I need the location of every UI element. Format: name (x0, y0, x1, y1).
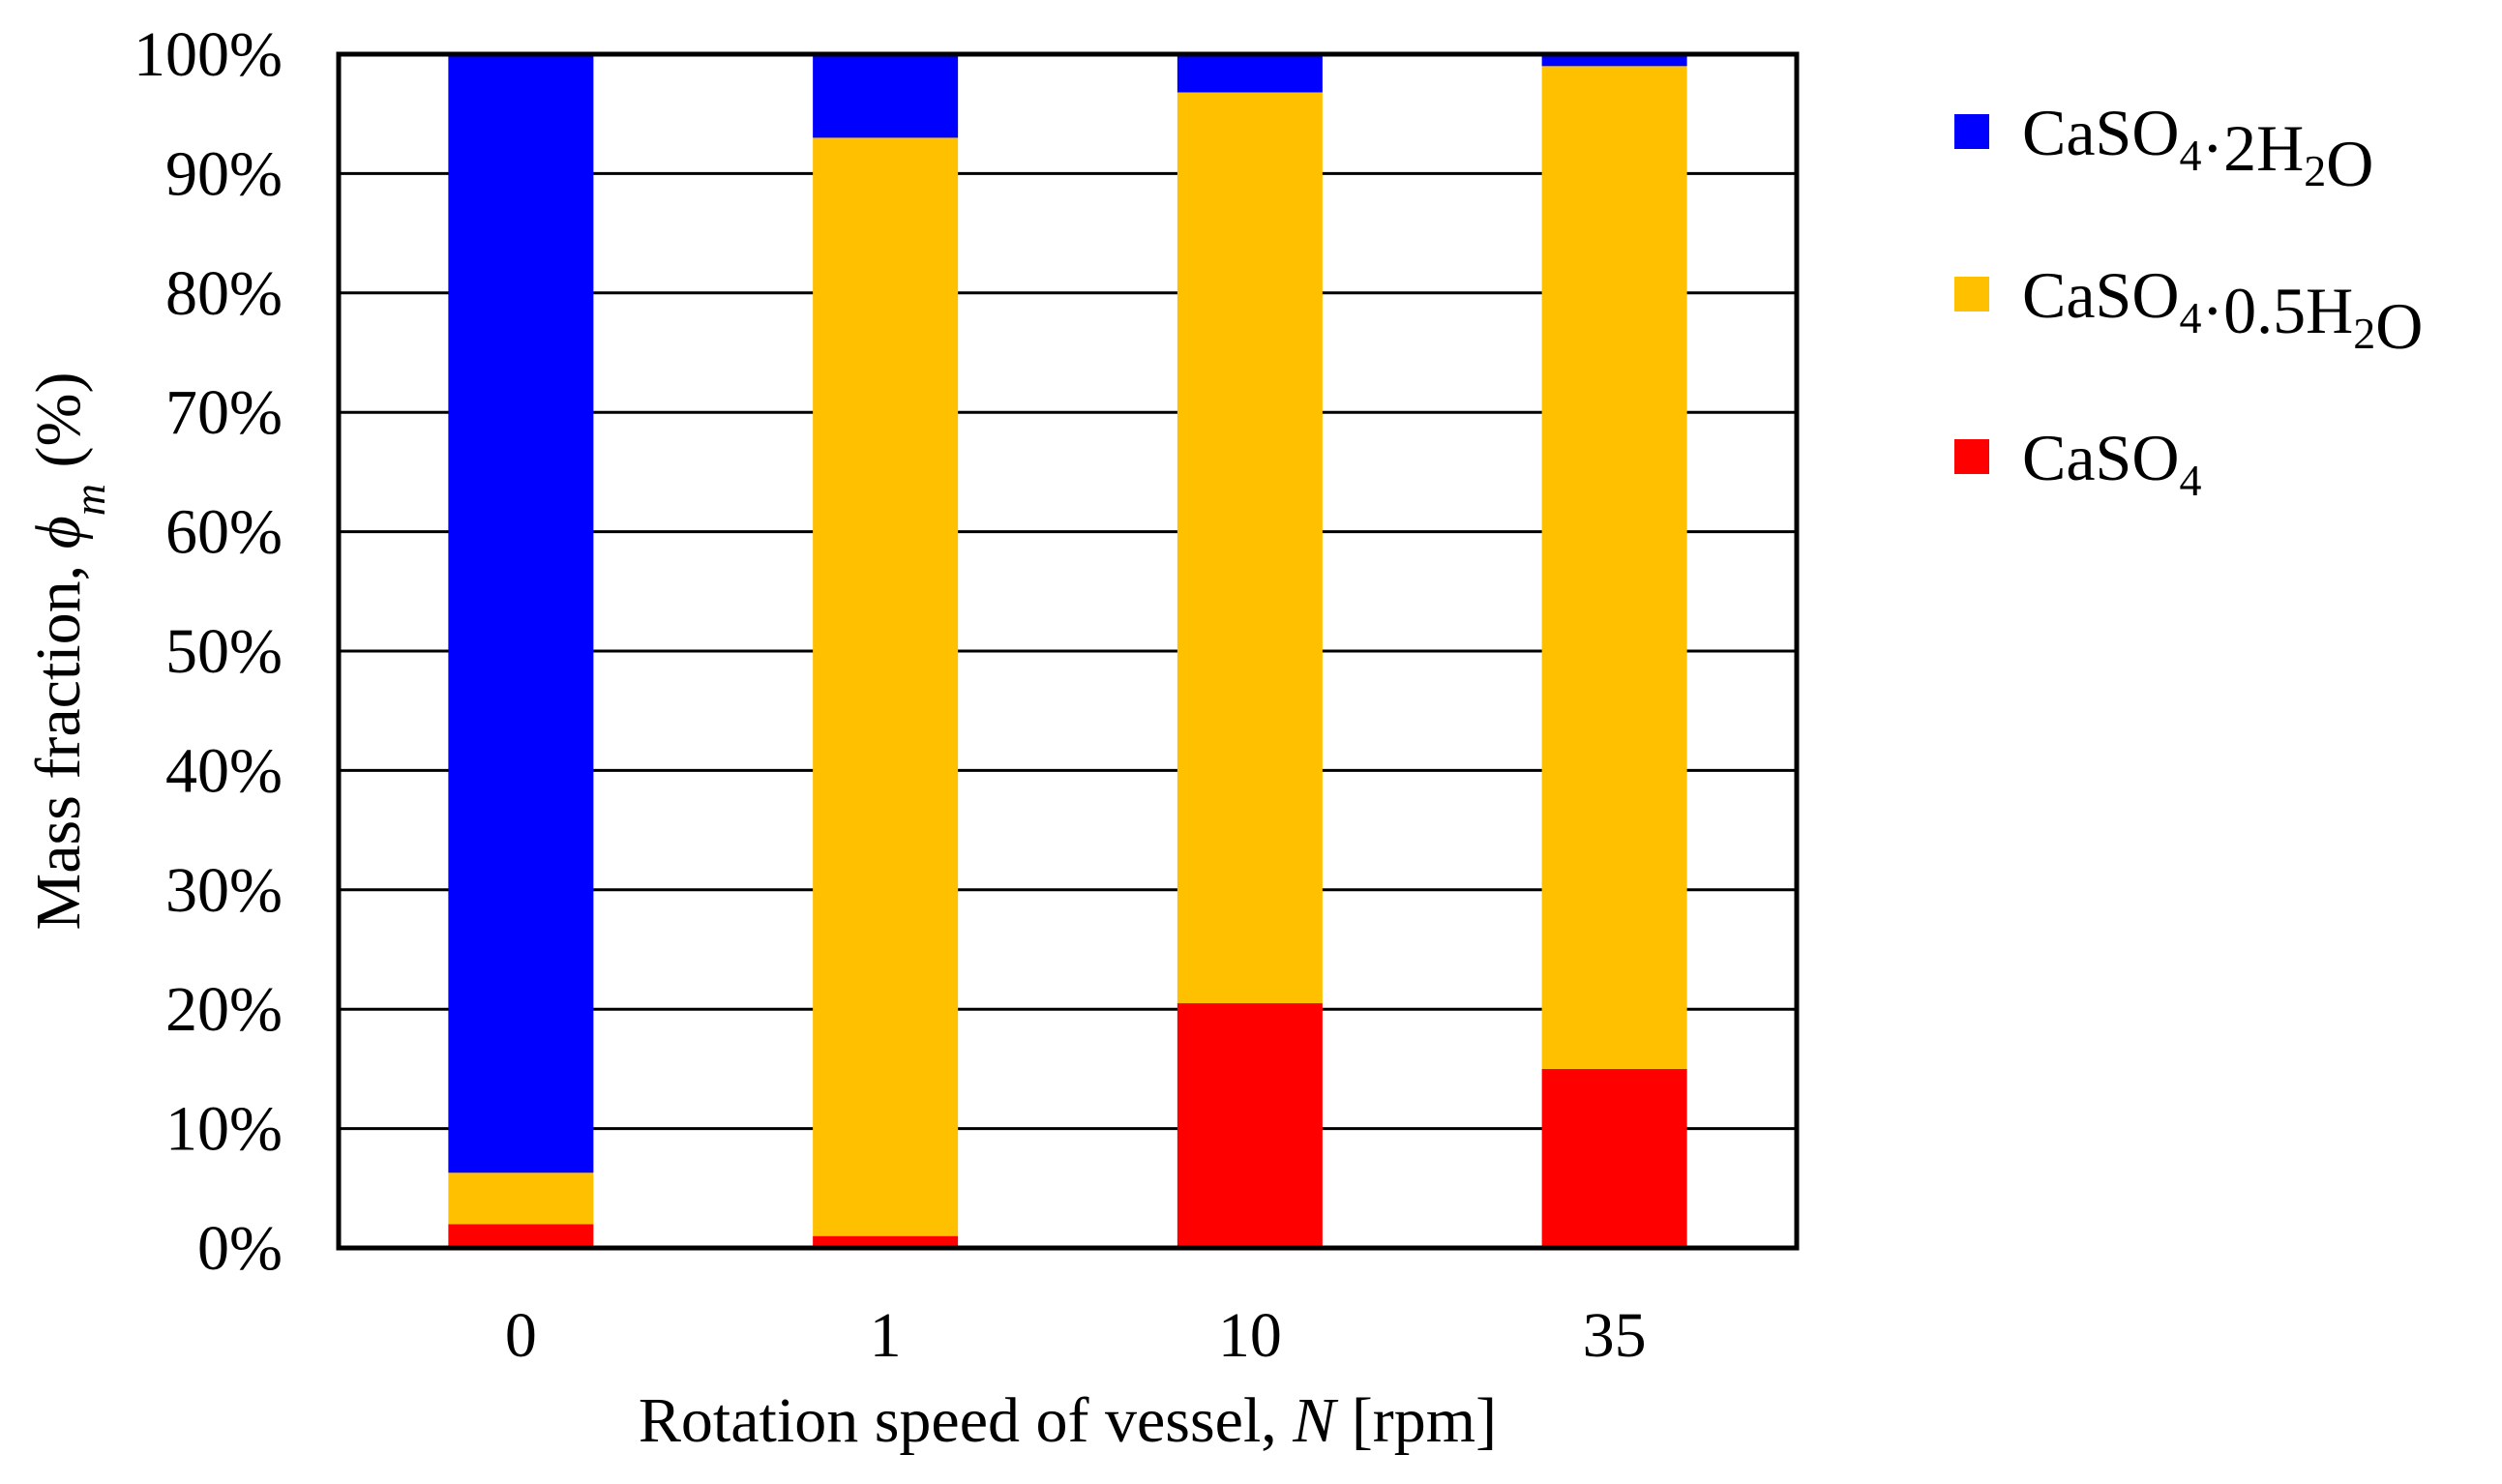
bar-segment (1177, 1003, 1323, 1248)
x-axis-title: Rotation speed of vessel, N [rpm] (639, 1385, 1497, 1456)
bar-segment (1541, 54, 1687, 67)
legend: CaSO4·2H2O CaSO4·0.5H2O CaSO4 (1954, 96, 2423, 505)
y-tick-label: 70% (165, 377, 283, 448)
y-axis-title-variable: ϕ (23, 516, 94, 549)
x-axis-title-prefix: Rotation speed of vessel, (639, 1385, 1293, 1456)
x-axis-title-variable: N (1292, 1385, 1339, 1456)
bar-segment (1541, 66, 1687, 1069)
legend-swatch (1954, 114, 1989, 149)
y-tick-label: 60% (165, 497, 283, 568)
x-tick-label: 0 (505, 1300, 537, 1371)
y-axis-title: Mass fraction, ϕm (%) (23, 372, 114, 931)
bar-segment (1177, 92, 1323, 1004)
y-axis-title-variable-subscript: m (65, 484, 114, 516)
x-tick-label: 1 (870, 1300, 902, 1371)
y-tick-label: 20% (165, 974, 283, 1045)
y-axis-tick-labels: 0% 10% 20% 30% 40% 50% 60% 70% 80% 90% 100% (134, 19, 283, 1284)
x-axis-title-suffix: [rpm] (1335, 1385, 1497, 1456)
x-tick-label: 35 (1583, 1300, 1647, 1371)
y-tick-label: 50% (165, 616, 283, 687)
y-tick-label: 40% (165, 735, 283, 806)
y-tick-label: 30% (165, 855, 283, 926)
plot-area-frame (336, 51, 1800, 1251)
y-tick-label: 90% (165, 138, 283, 209)
y-tick-label: 80% (165, 258, 283, 329)
bar-segment (448, 54, 594, 1173)
y-tick-label: 0% (197, 1213, 283, 1284)
legend-label: CaSO4 (2022, 421, 2201, 505)
bar-segment (813, 1235, 959, 1248)
legend-label: CaSO4·0.5H2O (2022, 258, 2423, 363)
bar-segment (813, 54, 959, 138)
x-tick-label: 10 (1218, 1300, 1282, 1371)
bar-segment (813, 137, 959, 1236)
x-axis-tick-labels: 0 1 10 35 (505, 1300, 1647, 1371)
legend-swatch (1954, 277, 1989, 312)
y-axis-title-prefix: Mass fraction, (23, 549, 94, 930)
legend-label: CaSO4·2H2O (2022, 96, 2373, 200)
bar-segment (448, 1224, 594, 1248)
legend-swatch (1954, 439, 1989, 474)
y-tick-label: 10% (165, 1094, 283, 1165)
bars (448, 54, 1687, 1248)
y-axis-title-suffix: (%) (23, 372, 94, 484)
bar-segment (1541, 1068, 1687, 1248)
y-tick-label: 100% (134, 19, 283, 90)
bar-segment (448, 1172, 594, 1225)
bar-segment (1177, 54, 1323, 93)
